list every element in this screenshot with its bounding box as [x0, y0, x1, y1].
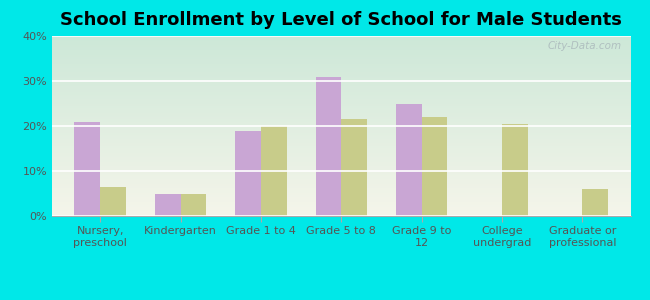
Bar — [235, 130, 261, 216]
Text: City-Data.com: City-Data.com — [548, 41, 622, 51]
Bar — [181, 194, 206, 216]
Bar — [341, 119, 367, 216]
Bar — [261, 126, 287, 216]
Title: School Enrollment by Level of School for Male Students: School Enrollment by Level of School for… — [60, 11, 622, 29]
Bar — [396, 103, 422, 216]
Bar — [315, 76, 341, 216]
Bar — [582, 189, 608, 216]
Bar — [422, 117, 447, 216]
Bar — [502, 124, 528, 216]
Bar — [155, 194, 181, 216]
Legend: Nunn, Colorado: Nunn, Colorado — [251, 295, 432, 300]
Bar — [75, 122, 100, 216]
Bar — [100, 187, 126, 216]
